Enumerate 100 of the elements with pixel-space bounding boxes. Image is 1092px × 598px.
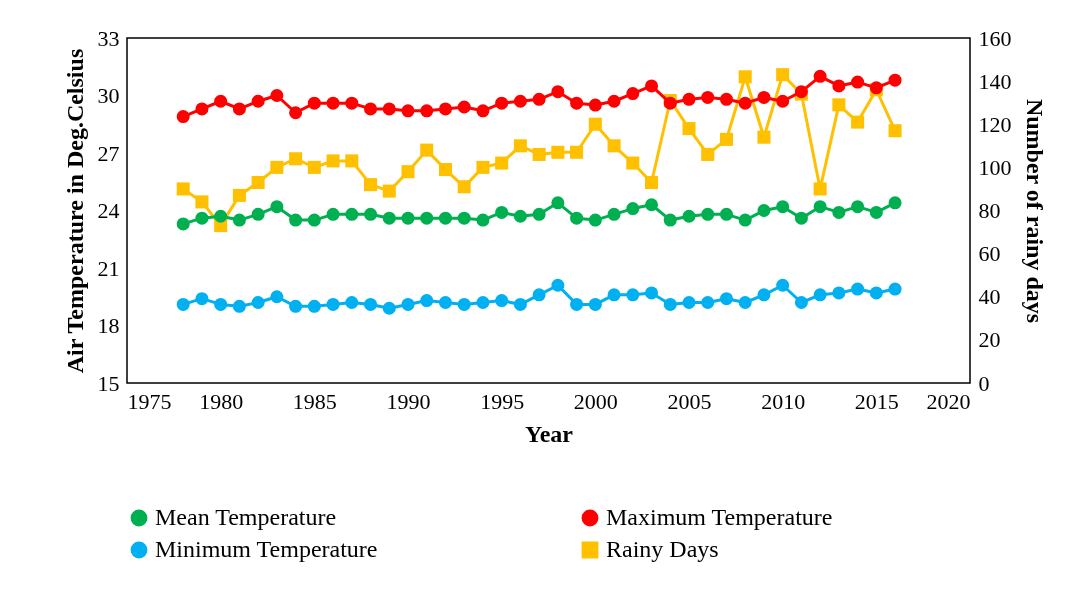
point <box>851 200 865 214</box>
point <box>663 213 677 227</box>
point <box>701 295 715 310</box>
point <box>214 94 228 108</box>
point <box>420 211 434 225</box>
point <box>270 160 284 174</box>
point <box>495 205 509 219</box>
point <box>626 202 640 216</box>
point <box>626 288 640 302</box>
y-tick-label: 33 <box>97 25 120 51</box>
point <box>813 69 827 83</box>
legend-label: Rainy Days <box>606 536 719 562</box>
point <box>232 102 246 116</box>
y2-tick-label: 140 <box>978 68 1012 94</box>
point <box>214 209 228 223</box>
point <box>551 278 565 292</box>
point <box>682 209 696 223</box>
x-tick-label: 1985 <box>292 388 337 414</box>
point <box>345 295 359 310</box>
point <box>326 207 340 221</box>
x-tick-label: 2015 <box>854 388 899 414</box>
point <box>776 94 790 108</box>
x-axis-title: Year <box>525 420 574 447</box>
point <box>570 145 584 159</box>
point <box>570 297 584 311</box>
point <box>251 207 265 221</box>
point <box>251 295 265 310</box>
point <box>832 286 846 300</box>
point <box>682 295 696 310</box>
point <box>738 213 752 227</box>
y2-tick-label: 100 <box>978 154 1012 180</box>
point <box>757 130 771 144</box>
point <box>195 195 209 209</box>
point <box>345 96 359 110</box>
point <box>382 211 396 225</box>
point <box>888 124 902 138</box>
point <box>719 207 733 221</box>
point <box>345 154 359 168</box>
point <box>232 188 246 202</box>
y2-tick-label: 20 <box>978 327 1001 353</box>
point <box>588 117 602 131</box>
point <box>738 70 752 84</box>
point <box>307 96 321 110</box>
point <box>495 156 509 170</box>
point <box>289 213 303 227</box>
point <box>794 295 808 310</box>
point <box>176 182 190 196</box>
point <box>682 92 696 106</box>
point <box>888 282 902 296</box>
point <box>476 295 490 310</box>
point <box>270 200 284 214</box>
point <box>570 96 584 110</box>
point <box>738 295 752 310</box>
point <box>195 292 209 306</box>
point <box>382 184 396 198</box>
point <box>645 286 659 300</box>
legend-label: Minimum Temperature <box>155 536 378 562</box>
point <box>813 182 827 196</box>
point <box>195 211 209 225</box>
point <box>551 85 565 99</box>
x-tick-label: 1995 <box>480 388 525 414</box>
point <box>551 196 565 210</box>
point <box>645 79 659 93</box>
point <box>832 205 846 219</box>
point <box>382 102 396 116</box>
point <box>813 288 827 302</box>
point <box>176 297 190 311</box>
y-axis-title: Air Temperature in Deg.Celsius <box>61 48 88 374</box>
y2-tick-label: 160 <box>978 25 1012 51</box>
point <box>776 200 790 214</box>
point <box>232 299 246 313</box>
point <box>438 211 452 225</box>
point <box>176 110 190 124</box>
point <box>345 207 359 221</box>
point <box>532 288 546 302</box>
point <box>476 160 490 174</box>
x-tick-label: 2000 <box>573 388 618 414</box>
point <box>438 163 452 177</box>
point <box>626 156 640 170</box>
point <box>364 207 378 221</box>
point <box>532 92 546 106</box>
point <box>232 213 246 227</box>
y-tick-label: 24 <box>97 198 120 223</box>
point <box>719 92 733 106</box>
point <box>420 104 434 118</box>
y2-axis-title: Number of rainy days <box>1021 98 1048 324</box>
point <box>326 96 340 110</box>
x-tick-label: 2005 <box>667 388 712 414</box>
point <box>513 297 527 311</box>
point <box>832 79 846 93</box>
point <box>851 282 865 296</box>
point <box>588 297 602 311</box>
x-tick-label: 1975 <box>127 388 172 414</box>
point <box>420 143 434 157</box>
point <box>701 147 715 161</box>
y2-tick-label: 80 <box>978 198 1001 223</box>
point <box>607 139 621 153</box>
point <box>476 213 490 227</box>
y2-tick-label: 120 <box>978 111 1012 137</box>
point <box>214 297 228 311</box>
